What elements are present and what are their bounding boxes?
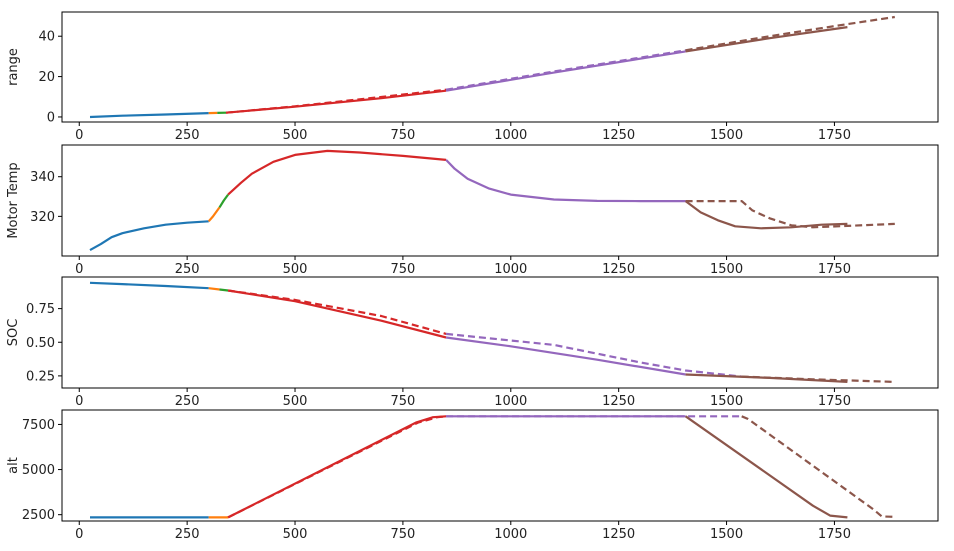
x-tick-label: 250 <box>175 527 200 542</box>
series-line-2 <box>219 288 229 292</box>
x-tick-label: 750 <box>390 262 415 277</box>
x-tick-label: 0 <box>75 262 83 277</box>
series-line-3-dashed <box>227 415 447 519</box>
y-axis-label: Motor Temp <box>6 162 21 238</box>
series-line-2 <box>218 193 229 208</box>
x-tick-label: 250 <box>175 128 200 143</box>
y-tick-label: 0.25 <box>26 369 55 384</box>
y-axis-label: SOC <box>6 319 21 347</box>
series-line-4-dashed <box>227 289 447 335</box>
series-line-8-dashed <box>685 15 895 52</box>
x-tick-label: 0 <box>75 128 83 143</box>
x-tick-label: 750 <box>390 128 415 143</box>
x-tick-label: 1750 <box>818 394 851 409</box>
series-line-1 <box>207 206 221 223</box>
x-tick-label: 750 <box>390 527 415 542</box>
x-tick-label: 1000 <box>494 527 527 542</box>
series-line-0 <box>89 281 209 290</box>
x-tick-label: 1000 <box>494 128 527 143</box>
x-tick-label: 1000 <box>494 394 527 409</box>
x-tick-label: 250 <box>175 262 200 277</box>
subplot-range: 0 250 500 750 1000 1250 1500 1750 0 20 40 range <box>6 11 939 143</box>
y-tick-label: 40 <box>38 30 55 45</box>
x-tick-label: 1750 <box>818 128 851 143</box>
series-line-5 <box>445 336 686 376</box>
series-line-6 <box>684 415 848 519</box>
y-tick-label: 20 <box>38 70 55 85</box>
y-tick-label: 2500 <box>22 508 55 523</box>
x-tick-label: 0 <box>75 394 83 409</box>
x-tick-label: 1250 <box>602 527 635 542</box>
series-line-3 <box>227 149 447 196</box>
y-tick-label: 340 <box>30 170 55 185</box>
x-tick-label: 0 <box>75 527 83 542</box>
y-tick-label: 0.50 <box>26 336 55 351</box>
series-line-0 <box>89 220 209 252</box>
subplot-soc: 0 250 500 750 1000 1250 1500 1750 0.25 0.50 0.75 SO… <box>6 276 939 409</box>
x-tick-label: 500 <box>283 128 308 143</box>
x-tick-label: 500 <box>283 262 308 277</box>
axes-frame <box>61 409 939 522</box>
series-group <box>89 281 895 383</box>
y-axis-label: alt <box>6 457 21 474</box>
series-group <box>90 415 895 519</box>
series-line-6-dashed <box>685 200 895 229</box>
subplot-alt: 0 250 500 750 1000 1250 1500 1750 2500 5000 7500 al… <box>6 409 939 542</box>
series-line-7 <box>685 26 848 53</box>
axes-frame <box>61 11 939 123</box>
y-tick-label: 7500 <box>22 418 55 433</box>
series-group <box>89 149 895 252</box>
x-tick-label: 250 <box>175 394 200 409</box>
x-tick-label: 1000 <box>494 262 527 277</box>
series-line-4-dashed <box>225 88 447 114</box>
subplot-motor-temp: 0 250 500 750 1000 1250 1500 1750 320 340 Motor Te… <box>6 144 939 277</box>
x-tick-label: 750 <box>390 394 415 409</box>
axes-frame <box>61 144 939 257</box>
x-tick-label: 1750 <box>818 262 851 277</box>
y-tick-label: 5000 <box>22 463 55 478</box>
x-tick-label: 1250 <box>602 394 635 409</box>
x-tick-label: 1500 <box>710 527 743 542</box>
series-line-3 <box>227 289 447 339</box>
x-tick-label: 1750 <box>818 527 851 542</box>
series-line-6-dashed <box>445 332 742 378</box>
series-line-8-dashed <box>741 375 895 383</box>
series-line-5 <box>684 200 848 230</box>
series-line-6-dashed <box>445 49 686 91</box>
series-line-7-dashed <box>741 415 895 518</box>
series-group <box>89 15 895 119</box>
x-tick-label: 1250 <box>602 128 635 143</box>
x-tick-label: 500 <box>283 394 308 409</box>
series-line-0 <box>89 112 209 119</box>
series-line-1 <box>208 287 220 291</box>
y-tick-label: 0 <box>47 110 55 125</box>
series-line-5 <box>445 50 686 92</box>
y-axis-label: range <box>6 48 21 86</box>
x-tick-label: 1500 <box>710 262 743 277</box>
series-line-4 <box>445 159 686 203</box>
y-tick-label: 0.75 <box>26 302 55 317</box>
x-tick-label: 500 <box>283 527 308 542</box>
axes-frame <box>61 276 939 389</box>
x-tick-label: 1500 <box>710 128 743 143</box>
x-tick-label: 1500 <box>710 394 743 409</box>
y-tick-label: 320 <box>30 210 55 225</box>
x-tick-label: 1250 <box>602 262 635 277</box>
